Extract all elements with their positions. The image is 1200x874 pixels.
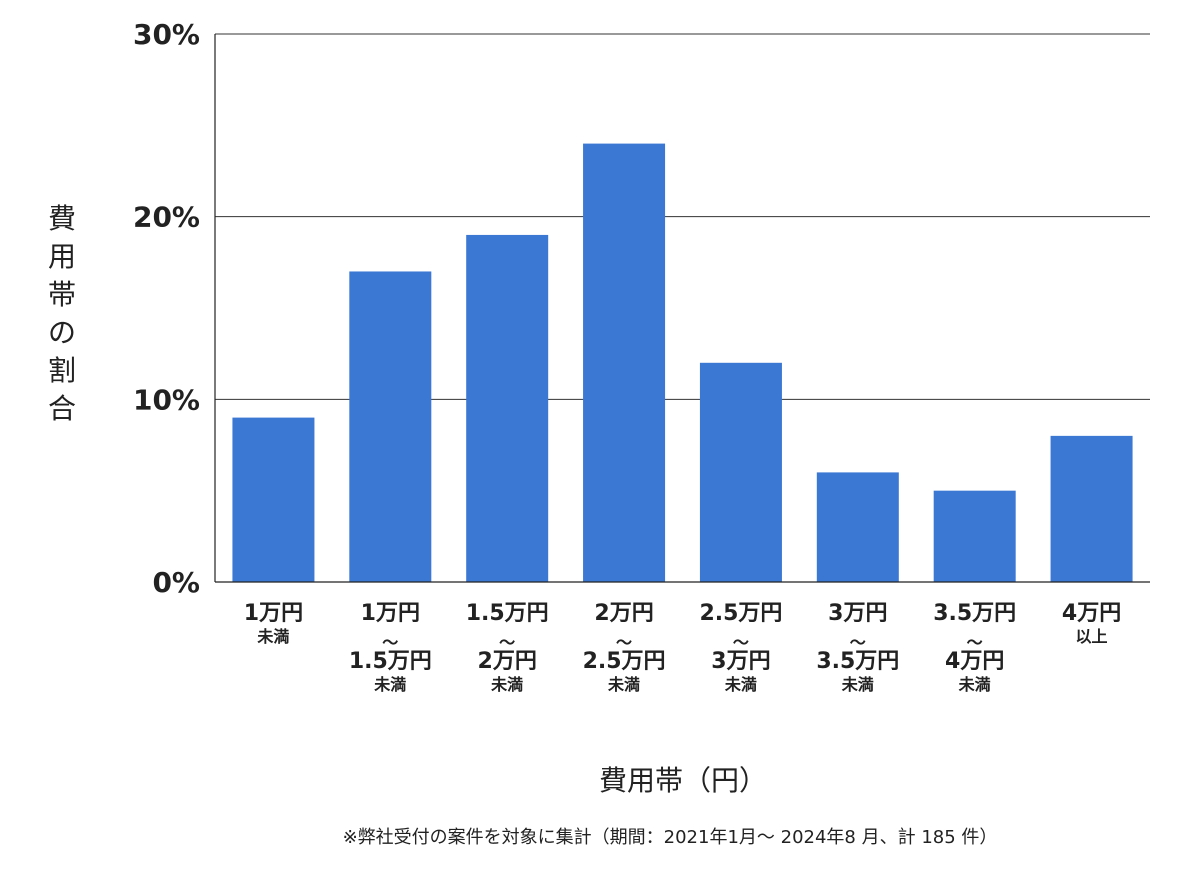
x-tick-label: 1.5万円	[349, 649, 432, 674]
x-tick-label: 4万円	[1062, 601, 1121, 626]
footnote: ※弊社受付の案件を対象に集計（期間：2021年1月〜 2024年8 月、計 18…	[343, 827, 998, 848]
x-tick-label: 2万円	[478, 649, 537, 674]
x-tick-label: 以上	[1076, 627, 1108, 646]
x-tick-label: 3.5万円	[933, 601, 1016, 626]
x-tick-label: 〜	[616, 633, 632, 652]
x-tick-label: 未満	[373, 675, 406, 694]
x-tick-label: 2万円	[594, 601, 653, 626]
bar	[349, 271, 432, 582]
x-tick-label: 未満	[724, 675, 757, 694]
x-tick-label: 〜	[967, 633, 983, 652]
y-axis-label-char: 費	[48, 202, 76, 235]
x-tick-label: 3万円	[828, 601, 887, 626]
x-tick-label: 未満	[607, 675, 640, 694]
x-tick-label: 2.5万円	[583, 649, 666, 674]
x-tick-label: 1万円	[361, 601, 420, 626]
bar	[466, 234, 549, 582]
x-tick-label: 未満	[841, 675, 874, 694]
x-tick-label: 〜	[382, 633, 398, 652]
x-tick-label: 〜	[850, 633, 866, 652]
y-tick-label: 30%	[133, 18, 200, 51]
y-axis-label-char: 割	[48, 354, 76, 387]
x-tick-label: 〜	[499, 633, 515, 652]
y-axis-label-char: 合	[48, 392, 76, 425]
x-tick-label: 4万円	[945, 649, 1004, 674]
bar	[933, 490, 1016, 582]
x-axis-label: 費用帯（円）	[599, 764, 767, 797]
bar	[816, 472, 899, 582]
bar	[232, 417, 315, 582]
x-tick-label: 3万円	[711, 649, 770, 674]
x-tick-labels: 1万円未満1万円〜1.5万円未満1.5万円〜2万円未満2万円〜2.5万円未満2.…	[244, 601, 1121, 694]
x-tick-label: 3.5万円	[816, 649, 899, 674]
y-tick-label: 20%	[133, 201, 200, 234]
x-tick-label: 2.5万円	[699, 601, 782, 626]
bar	[699, 362, 782, 582]
bar	[583, 143, 666, 582]
y-tick-labels: 0% 10% 20% 30%	[133, 18, 200, 599]
bar	[1050, 435, 1133, 582]
x-tick-label: 〜	[733, 633, 749, 652]
y-tick-label: 10%	[133, 383, 200, 416]
y-tick-label: 0%	[152, 566, 200, 599]
x-tick-label: 未満	[958, 675, 991, 694]
x-tick-label: 未満	[490, 675, 523, 694]
bars	[232, 143, 1133, 582]
axes	[214, 34, 1150, 583]
x-tick-label: 1.5万円	[466, 601, 549, 626]
y-axis-label-char: の	[48, 316, 76, 349]
x-tick-label: 未満	[256, 627, 289, 646]
y-axis-label-char: 帯	[48, 278, 76, 311]
x-tick-label: 1万円	[244, 601, 303, 626]
y-axis-label-char: 用	[48, 240, 76, 273]
